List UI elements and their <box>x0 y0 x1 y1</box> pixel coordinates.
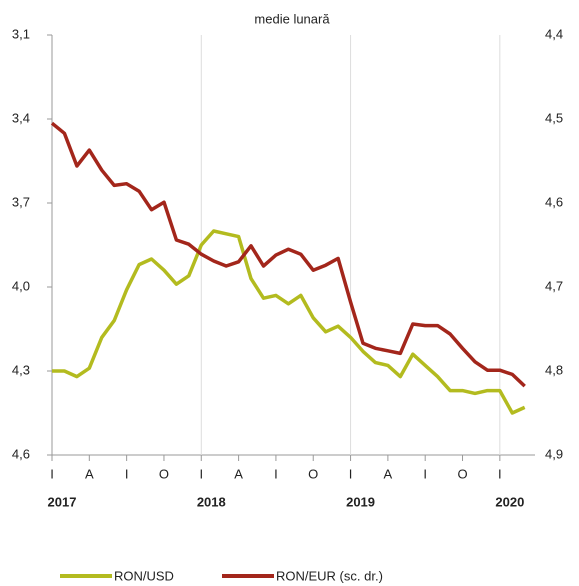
x-tick-label: I <box>125 466 129 481</box>
y-tick-label: 4,3 <box>12 362 30 377</box>
y2-tick-label: 4,7 <box>545 278 563 293</box>
series-line <box>52 229 526 415</box>
y-tick-label: 4,6 <box>12 446 30 461</box>
legend-label: RON/EUR (sc. dr.) <box>276 568 383 583</box>
y2-tick-label: 4,8 <box>545 362 563 377</box>
x-tick-label: A <box>85 466 94 481</box>
y2-tick-label: 4,4 <box>545 26 563 41</box>
x-tick-label: A <box>384 466 393 481</box>
y-tick-label: 3,7 <box>12 194 30 209</box>
x-tick-label: I <box>349 466 353 481</box>
x-tick-label: I <box>50 466 54 481</box>
x-tick-label: I <box>498 466 502 481</box>
y-tick-label: 3,4 <box>12 110 30 125</box>
year-label: 2018 <box>197 494 226 509</box>
y2-tick-label: 4,6 <box>545 194 563 209</box>
year-label: 2019 <box>346 494 375 509</box>
year-label: 2017 <box>48 494 77 509</box>
x-tick-label: O <box>159 466 169 481</box>
y-tick-label: 3,1 <box>12 26 30 41</box>
x-tick-label: O <box>457 466 467 481</box>
x-tick-label: I <box>423 466 427 481</box>
x-tick-label: I <box>199 466 203 481</box>
x-tick-label: O <box>308 466 318 481</box>
series-line <box>50 121 526 388</box>
y2-tick-label: 4,5 <box>545 110 563 125</box>
year-label: 2020 <box>495 494 524 509</box>
legend-label: RON/USD <box>114 568 174 583</box>
y2-tick-label: 4,9 <box>545 446 563 461</box>
x-tick-label: I <box>274 466 278 481</box>
x-tick-label: A <box>234 466 243 481</box>
chart-subtitle: medie lunară <box>254 11 330 26</box>
y-tick-label: 4,0 <box>12 278 30 293</box>
